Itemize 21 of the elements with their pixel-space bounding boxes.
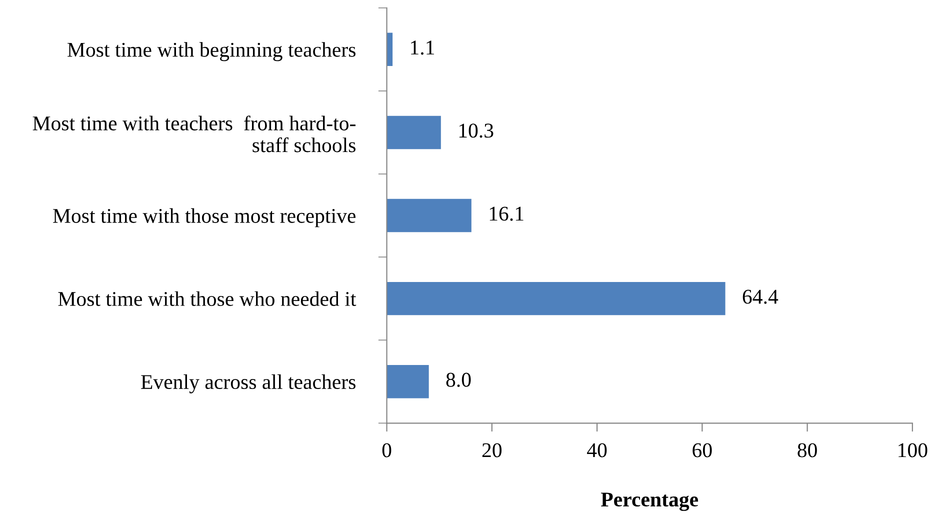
x-axis-title: Percentage xyxy=(600,492,698,511)
bar xyxy=(386,116,441,150)
data-label: 1.1 xyxy=(411,40,434,55)
data-label: 16.1 xyxy=(490,206,524,221)
x-tick-label: 80 xyxy=(798,443,817,458)
y-tick-label: Most time with those most receptive xyxy=(53,208,356,228)
data-label: 10.3 xyxy=(459,124,494,138)
y-tick-label: Most time with beginning teachers xyxy=(68,42,356,62)
x-tick-label: 20 xyxy=(482,443,502,458)
bar xyxy=(386,282,726,316)
data-label: 8.0 xyxy=(446,372,471,387)
y-tick-label: Most time with teachers from hard-to- staff schools xyxy=(32,116,356,152)
x-tick-label: 100 xyxy=(898,443,928,458)
x-tick-label: 0 xyxy=(382,443,392,458)
bar xyxy=(386,365,429,398)
data-label: 64.4 xyxy=(742,290,778,304)
x-tick-label: 40 xyxy=(587,443,607,458)
x-tick-label: 60 xyxy=(692,443,712,458)
y-tick-label: Evenly across all teachers xyxy=(141,374,356,394)
y-tick-label: Most time with those who needed it xyxy=(58,291,356,306)
bar xyxy=(386,198,472,232)
